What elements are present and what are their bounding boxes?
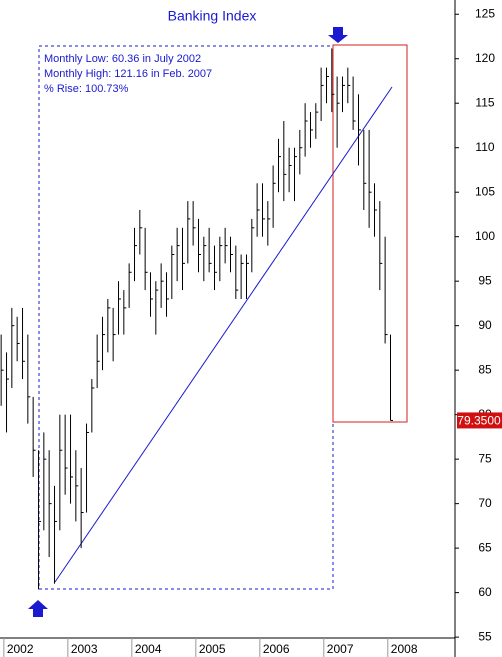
y-tick-label: 90 <box>478 318 492 332</box>
up-arrow <box>28 600 48 617</box>
x-tick-label: 2008 <box>391 642 418 656</box>
x-tick-label: 2003 <box>71 642 98 656</box>
y-tick-label: 85 <box>478 362 492 376</box>
y-tick-label: 55 <box>478 629 492 643</box>
y-tick-label: 70 <box>478 496 492 510</box>
decline-box <box>332 44 408 423</box>
annotation: % Rise: 100.73% <box>44 83 129 95</box>
last-price-box <box>457 412 502 429</box>
y-tick-label: 60 <box>478 585 492 599</box>
y-tick-label: 115 <box>475 95 494 109</box>
trend-line <box>54 86 393 583</box>
annotation: Monthly High: 121.16 in Feb. 2007 <box>44 68 212 80</box>
y-tick-label: 110 <box>475 140 494 154</box>
y-tick-label: 120 <box>475 51 495 65</box>
y-tick-label: 125 <box>475 6 495 20</box>
x-tick-label: 2002 <box>7 642 34 656</box>
last-price-label: 79.3500 <box>457 414 501 428</box>
y-tick-label: 75 <box>478 451 492 465</box>
y-tick-label: 105 <box>475 184 495 198</box>
y-tick-label: 100 <box>475 229 495 243</box>
x-tick-label: 2007 <box>327 642 354 656</box>
chart-title: Banking Index <box>168 8 257 24</box>
y-tick-label: 65 <box>478 540 492 554</box>
y-tick-label: 95 <box>478 273 492 287</box>
down-arrow <box>328 27 348 43</box>
x-tick-label: 2004 <box>135 642 162 656</box>
x-tick-label: 2005 <box>199 642 226 656</box>
annotation: Monthly Low: 60.36 in July 2002 <box>44 53 201 65</box>
x-tick-label: 2006 <box>263 642 290 656</box>
